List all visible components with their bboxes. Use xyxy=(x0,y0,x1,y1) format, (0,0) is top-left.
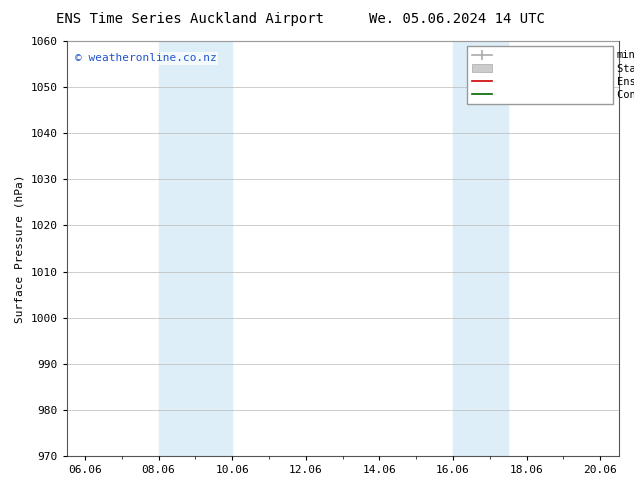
Bar xyxy=(158,41,232,456)
Text: © weatheronline.co.nz: © weatheronline.co.nz xyxy=(75,53,217,64)
Bar xyxy=(453,41,508,456)
Y-axis label: Surface Pressure (hPa): Surface Pressure (hPa) xyxy=(15,174,25,323)
Text: ENS Time Series Auckland Airport: ENS Time Series Auckland Airport xyxy=(56,12,324,26)
Text: We. 05.06.2024 14 UTC: We. 05.06.2024 14 UTC xyxy=(368,12,545,26)
Legend: min/max, Standard deviation, Ensemble mean run, Controll run: min/max, Standard deviation, Ensemble me… xyxy=(467,46,613,104)
